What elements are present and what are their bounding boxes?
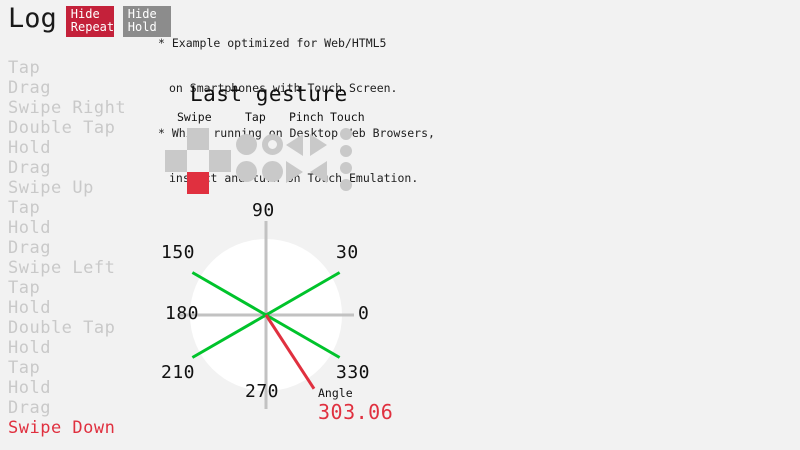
column-label-swipe: Swipe bbox=[177, 110, 212, 124]
swipe-left-icon bbox=[165, 150, 187, 172]
log-item: Tap bbox=[8, 198, 41, 218]
polar-tick-180: 180 bbox=[165, 303, 200, 324]
angle-readout-label: Angle bbox=[318, 386, 353, 400]
hide-repeat-button[interactable]: Hide Repeat bbox=[65, 6, 115, 37]
polar-tick-90: 90 bbox=[252, 200, 275, 221]
double-tap-circle-icon bbox=[236, 161, 257, 182]
touch-dot-icon bbox=[340, 145, 352, 157]
log-item: Tap bbox=[8, 278, 41, 298]
column-label-pinch: Pinch bbox=[289, 110, 324, 124]
log-item: Hold bbox=[8, 138, 51, 158]
polar-tick-0: 0 bbox=[358, 303, 370, 324]
log-item: Double Tap bbox=[8, 118, 116, 138]
log-item: Hold bbox=[8, 378, 51, 398]
tap-indicator-group bbox=[236, 134, 286, 186]
angle-readout-value: 303.06 bbox=[318, 400, 394, 424]
polar-chart-svg bbox=[178, 221, 354, 409]
touch-dot-icon bbox=[340, 128, 352, 140]
pinch-in-right-triangle-icon bbox=[286, 161, 303, 183]
swipe-down-icon bbox=[187, 172, 209, 194]
polar-tick-150: 150 bbox=[161, 242, 196, 263]
swipe-right-icon bbox=[209, 150, 231, 172]
log-item: Swipe Right bbox=[8, 98, 127, 118]
polar-tick-210: 210 bbox=[161, 362, 196, 383]
polar-tick-330: 330 bbox=[336, 362, 371, 383]
polar-tick-30: 30 bbox=[336, 242, 359, 263]
touch-indicator-group bbox=[340, 128, 354, 191]
last-gesture-panel: Last gesture Swipe Tap Pinch Touch bbox=[160, 82, 390, 194]
log-item: Double Tap bbox=[8, 318, 116, 338]
last-gesture-title: Last gesture bbox=[190, 82, 348, 106]
column-label-touch: Touch bbox=[330, 110, 365, 124]
touch-dot-icon bbox=[340, 179, 352, 191]
pinch-out-right-triangle-icon bbox=[310, 134, 327, 156]
hide-repeat-line1: Hide bbox=[70, 7, 100, 21]
pinch-in-left-triangle-icon bbox=[310, 161, 327, 183]
page-title: Log bbox=[8, 3, 57, 34]
hide-repeat-line2: Repeat bbox=[70, 20, 115, 34]
touch-dot-icon bbox=[340, 162, 352, 174]
log-item: Drag bbox=[8, 238, 51, 258]
log-item: Tap bbox=[8, 58, 41, 78]
gesture-log-list: Tap Drag Swipe Right Double Tap Hold Drag Swip… bbox=[8, 58, 158, 438]
hide-hold-line2: Hold bbox=[127, 20, 157, 34]
log-item: Drag bbox=[8, 158, 51, 178]
log-item: Tap bbox=[8, 358, 41, 378]
hide-hold-button[interactable]: Hide Hold bbox=[122, 6, 171, 37]
pinch-out-left-triangle-icon bbox=[286, 134, 303, 156]
pinch-indicator-group bbox=[286, 134, 334, 186]
log-item: Swipe Left bbox=[8, 258, 116, 278]
polar-tick-270: 270 bbox=[245, 381, 280, 402]
log-item: Swipe Down bbox=[8, 418, 116, 438]
angle-polar-chart[interactable]: 90 150 30 180 0 210 330 270 Angle 303.06 bbox=[140, 196, 400, 450]
swipe-up-icon bbox=[187, 128, 209, 150]
note-line-2: on Smartphones with Touch Screen. bbox=[169, 81, 398, 95]
log-item: Hold bbox=[8, 218, 51, 238]
column-label-tap: Tap bbox=[245, 110, 266, 124]
swipe-indicator-group bbox=[165, 128, 231, 194]
log-item: Drag bbox=[8, 398, 51, 418]
log-item: Swipe Up bbox=[8, 178, 94, 198]
log-item: Hold bbox=[8, 338, 51, 358]
hide-hold-line1: Hide bbox=[127, 7, 157, 21]
polar-angle-pointer bbox=[264, 314, 316, 390]
tap-circle-icon bbox=[236, 134, 257, 155]
log-item: Drag bbox=[8, 78, 51, 98]
tap-ring-icon bbox=[262, 134, 283, 155]
angle-readout: Angle 303.06 bbox=[318, 386, 393, 424]
note-line-1: * Example optimized for Web/HTML5 bbox=[158, 36, 387, 50]
double-tap-circle-icon bbox=[262, 161, 283, 182]
header-bar: Log Hide Repeat Hide Hold bbox=[8, 4, 171, 37]
log-item: Hold bbox=[8, 298, 51, 318]
